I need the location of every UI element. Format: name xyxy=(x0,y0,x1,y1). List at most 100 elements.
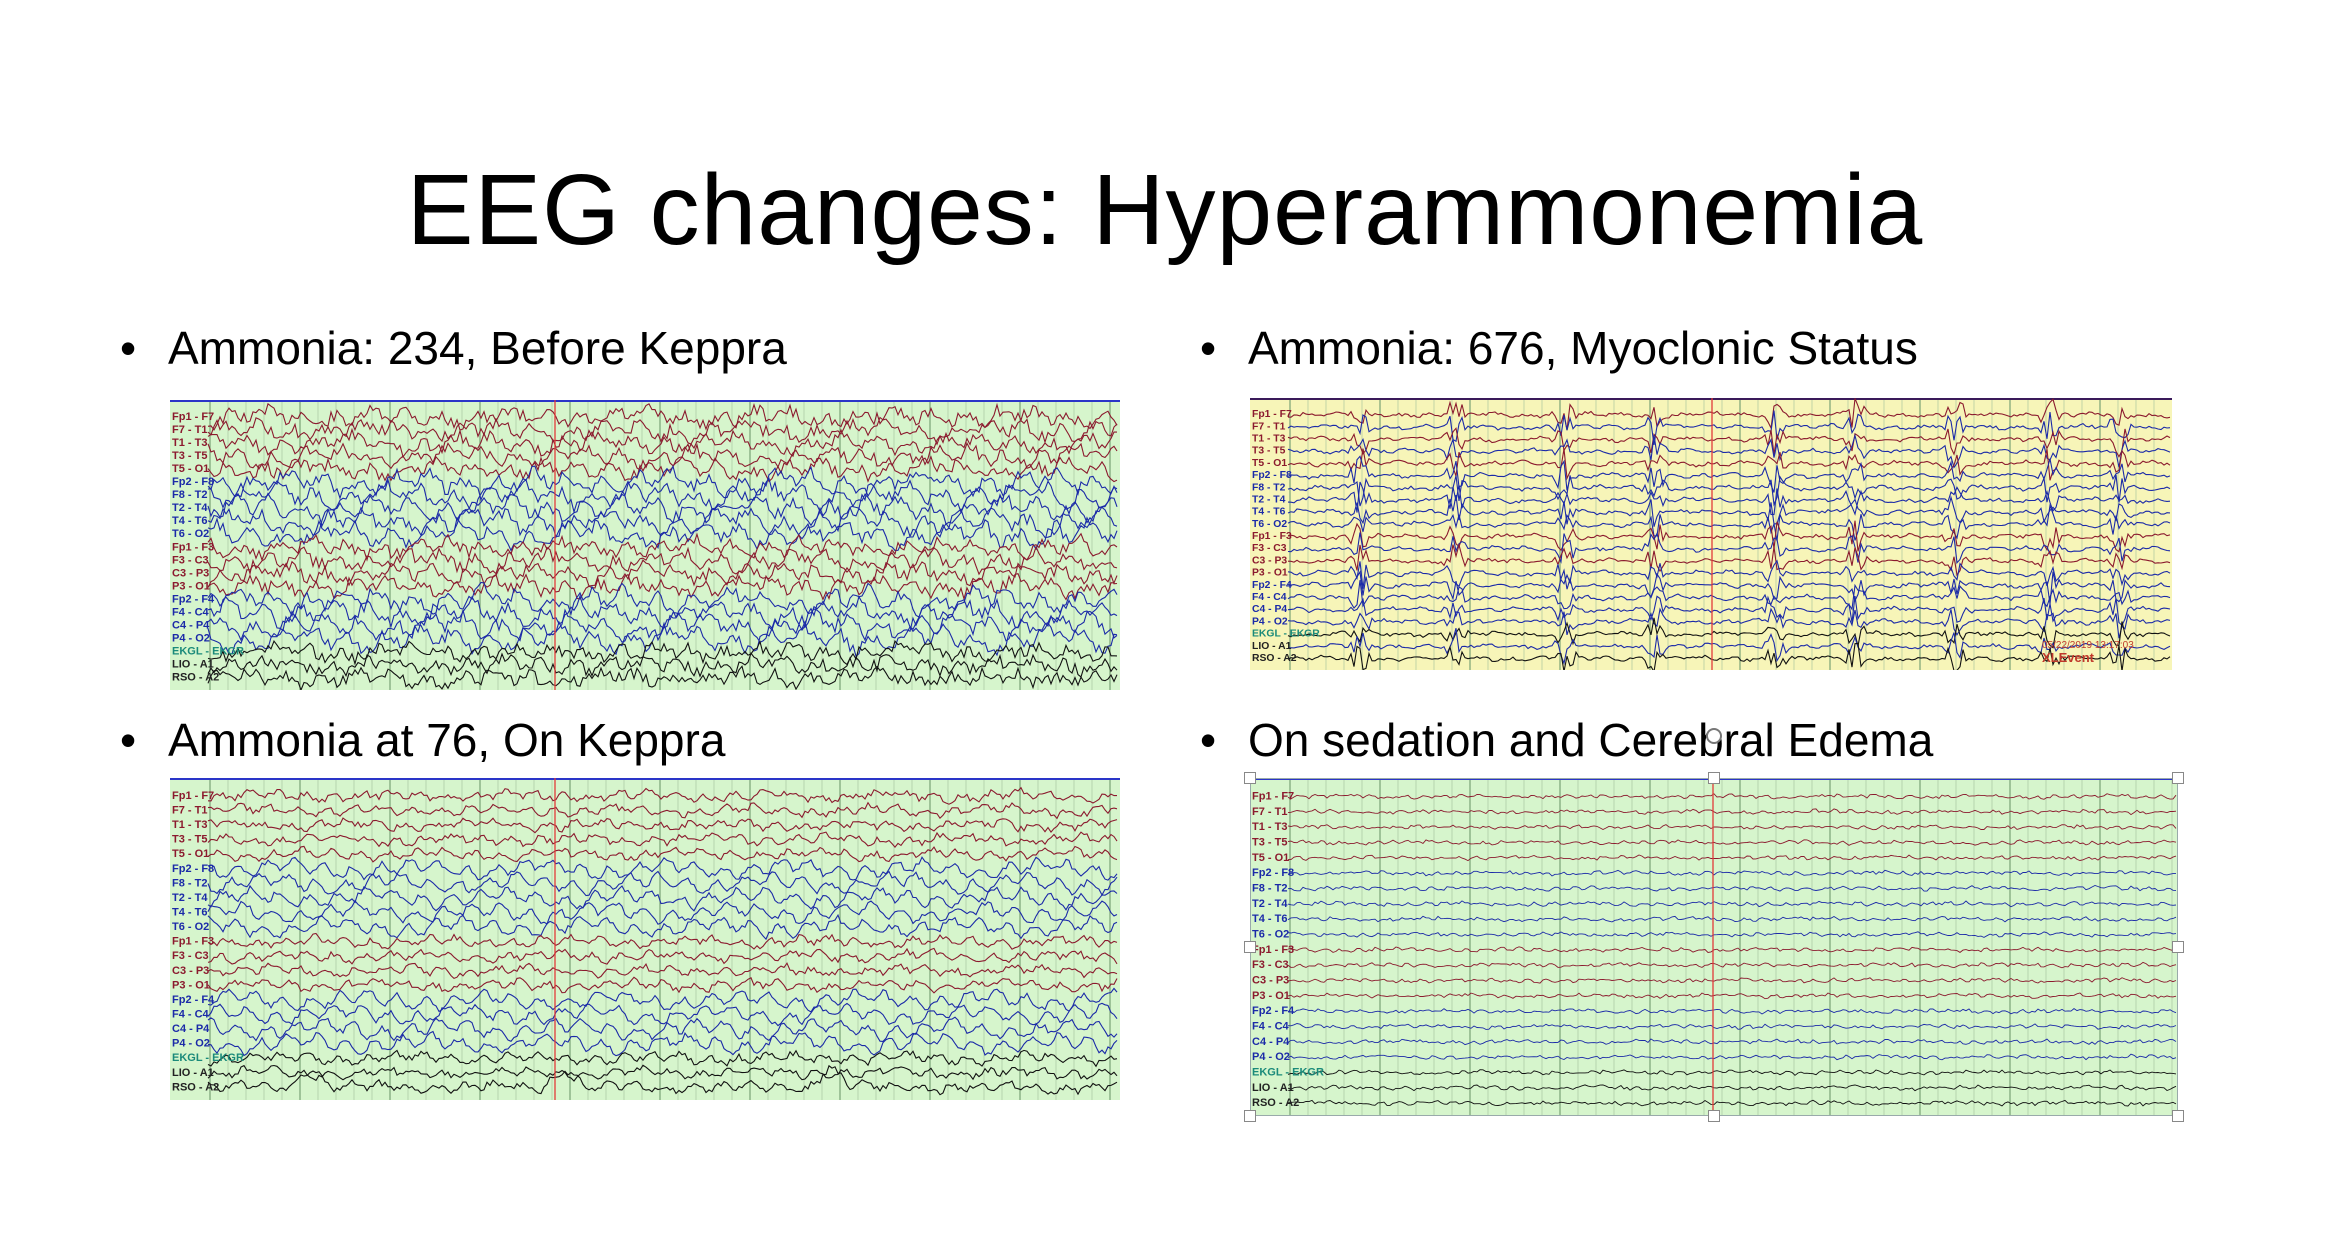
eeg-trace xyxy=(207,962,1118,980)
eeg-trace xyxy=(207,665,1118,690)
eeg-trace xyxy=(1287,568,2171,605)
eeg-image-on-keppra[interactable]: Fp1 - F7 F7 - T1 T1 - T3 T3 - T5 T5 - O1 Fp2 … xyxy=(170,778,1120,1100)
eeg-image-sedation-edema[interactable]: Fp1 - F7 F7 - T1 T1 - T3 T3 - T5 T5 - O1 Fp2 … xyxy=(1250,778,2178,1116)
eeg-trace xyxy=(207,845,1118,863)
channel-label: F4 - C4 xyxy=(172,607,210,619)
resize-handle-right[interactable] xyxy=(2172,941,2184,953)
eeg-trace xyxy=(1287,839,2177,846)
eeg-trace-svg: Fp1 - F7 F7 - T1 T1 - T3 T3 - T5 T5 - O1 Fp2 … xyxy=(170,778,1120,1100)
eeg-trace xyxy=(1287,503,2171,541)
channel-label: F3 - C3 xyxy=(1252,959,1289,971)
eeg-image-myoclonic-status: Fp1 - F7 F7 - T1 T1 - T3 T3 - T5 T5 - O1 Fp2 … xyxy=(1250,398,2172,670)
eeg-trace xyxy=(1287,410,2171,445)
channel-label: T4 - T6 xyxy=(1252,913,1287,925)
channel-label: LIO - A1 xyxy=(1252,641,1292,652)
channel-label: T5 - O1 xyxy=(1252,458,1287,469)
eeg-trace xyxy=(207,1002,1118,1027)
channel-label: Fp1 - F7 xyxy=(172,790,214,802)
bullet-dot: • xyxy=(120,714,137,766)
channel-label: T2 - T4 xyxy=(172,502,208,514)
channel-label: LIO - A1 xyxy=(1252,1082,1294,1094)
channel-label: Fp2 - F4 xyxy=(1252,580,1292,591)
eeg-trace xyxy=(207,856,1118,881)
resize-handle-top-right[interactable] xyxy=(2172,772,2184,784)
eeg-trace xyxy=(207,932,1118,950)
eeg-trace xyxy=(1287,793,2177,800)
eeg-trace xyxy=(1287,455,2171,493)
channel-label: C3 - P3 xyxy=(172,965,209,977)
eeg-trace xyxy=(207,1049,1118,1068)
eeg-trace xyxy=(1287,559,2171,589)
channel-label: EKGL - EKGR xyxy=(172,646,244,658)
eeg-trace xyxy=(207,786,1117,805)
bullet-panel-3: • Ammonia at 76, On Keppra xyxy=(120,710,725,770)
eeg-trace xyxy=(207,532,1118,562)
eeg-trace xyxy=(1287,448,2171,481)
channel-label: C4 - P4 xyxy=(1252,1036,1290,1048)
channel-label: F7 - T1 xyxy=(172,424,207,436)
channel-label: T1 - T3 xyxy=(172,819,207,831)
eeg-trace xyxy=(207,987,1118,1013)
resize-handle-left[interactable] xyxy=(1244,941,1256,953)
channel-label: F3 - C3 xyxy=(172,554,209,566)
channel-label: T4 - T6 xyxy=(172,907,207,919)
channel-label: P3 - O1 xyxy=(1252,568,1288,579)
timestamp-label: 05/22/2019 13:17:03 xyxy=(2042,640,2134,651)
eeg-image-before-keppra: Fp1 - F7 F7 - T1 T1 - T3 T3 - T5 T5 - O1 Fp2 … xyxy=(170,400,1120,690)
bullet-dot: • xyxy=(120,322,137,374)
channel-label: Fp2 - F8 xyxy=(1252,867,1294,879)
bullet-panel-4: • On sedation and Cerebral Edema xyxy=(1200,710,1933,770)
eeg-trace xyxy=(207,1064,1118,1082)
eeg-trace xyxy=(207,1064,1118,1096)
eeg-trace xyxy=(207,947,1118,965)
eeg-trace xyxy=(1287,520,2171,553)
channel-label: Fp2 - F4 xyxy=(172,994,215,1006)
channel-label: F7 - T1 xyxy=(172,805,207,817)
eeg-trace xyxy=(1287,398,2171,431)
channel-label: P3 - O1 xyxy=(172,979,210,991)
channel-label: T3 - T5 xyxy=(172,834,207,846)
eeg-trace xyxy=(1287,532,2171,564)
channel-label: T6 - O2 xyxy=(172,921,209,933)
eeg-trace xyxy=(1287,481,2171,516)
eeg-trace xyxy=(207,441,1118,471)
eeg-trace xyxy=(1287,885,2177,892)
eeg-trace xyxy=(1287,542,2171,577)
channel-label: Fp1 - F3 xyxy=(172,936,214,948)
channel-label: C3 - P3 xyxy=(172,567,209,579)
resize-handle-bottom[interactable] xyxy=(1708,1110,1720,1122)
resize-handle-bottom-left[interactable] xyxy=(1244,1110,1256,1122)
eeg-trace xyxy=(207,620,1118,658)
channel-label: T3 - T5 xyxy=(1252,837,1287,849)
eeg-trace xyxy=(1287,900,2177,908)
channel-label: F8 - T2 xyxy=(1252,482,1286,493)
eeg-trace xyxy=(207,801,1118,820)
channel-label: T5 - O1 xyxy=(172,848,209,860)
eeg-trace xyxy=(207,559,1118,588)
channel-label: F4 - C4 xyxy=(1252,1021,1290,1033)
eeg-trace xyxy=(1287,1053,2177,1061)
rotate-handle-icon[interactable] xyxy=(1706,728,1722,744)
eeg-trace xyxy=(1287,808,2177,816)
channel-label: RSO - A2 xyxy=(172,672,219,684)
channel-label: F7 - T1 xyxy=(1252,421,1286,432)
eeg-trace xyxy=(207,976,1118,994)
eeg-trace xyxy=(1287,607,2171,639)
resize-handle-top-left[interactable] xyxy=(1244,772,1256,784)
eeg-trace xyxy=(207,884,1118,912)
channel-label: T4 - T6 xyxy=(172,515,207,527)
resize-handle-top[interactable] xyxy=(1708,772,1720,784)
channel-label: T2 - T4 xyxy=(1252,494,1286,505)
channel-label: P4 - O2 xyxy=(1252,1051,1290,1063)
eeg-trace xyxy=(1287,1099,2177,1107)
eeg-trace xyxy=(207,581,1118,619)
eeg-trace xyxy=(1288,854,2177,862)
bullet-text: Ammonia: 676, Myoclonic Status xyxy=(1248,322,1918,374)
resize-handle-bottom-right[interactable] xyxy=(2172,1110,2184,1122)
xlevent-label: XLEvent xyxy=(2042,650,2095,665)
eeg-trace xyxy=(1287,642,2171,670)
channel-label: T2 - T4 xyxy=(1252,898,1288,910)
eeg-trace xyxy=(1287,824,2177,831)
channel-label: Fp1 - F7 xyxy=(1252,791,1294,803)
channel-label: F3 - C3 xyxy=(1252,543,1287,554)
